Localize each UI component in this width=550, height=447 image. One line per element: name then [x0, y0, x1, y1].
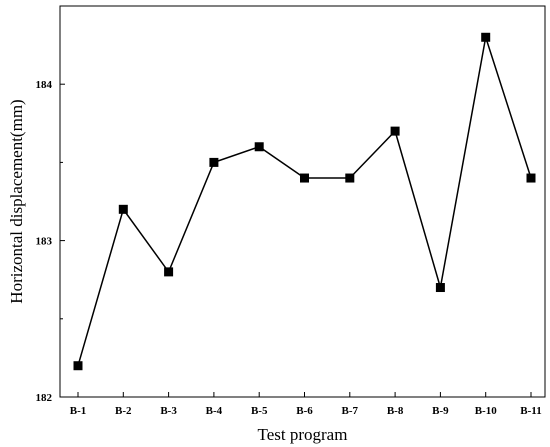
x-axis-ticks: B-1 B-2 B-3 B-4 B-5 B-6 B-7 B-8 B-9 B-10 B-11 — [70, 392, 542, 417]
x-tick-label: B-4 — [206, 405, 223, 417]
series-line — [77, 37, 532, 366]
x-tick-label: B-1 — [70, 405, 87, 417]
data-point-B-10 — [481, 32, 491, 42]
x-tick-label: B-6 — [296, 405, 313, 417]
x-tick-label: B-9 — [432, 405, 449, 417]
y-axis-ticks: 182 183 184 — [36, 5, 65, 404]
y-axis-title: Horizontal displacement(mm) — [7, 99, 26, 303]
y-tick-label: 182 — [36, 392, 53, 404]
data-point-B-5 — [254, 142, 264, 152]
x-tick-label: B-7 — [342, 405, 359, 417]
data-point-B-3 — [164, 267, 174, 277]
y-tick-label: 183 — [36, 236, 53, 248]
data-point-B-8 — [390, 126, 400, 136]
x-tick-label: B-5 — [251, 405, 268, 417]
x-tick-label: B-10 — [475, 405, 498, 417]
y-tick-label: 184 — [36, 79, 53, 91]
x-tick-label: B-11 — [520, 405, 541, 417]
plot-frame — [59, 5, 546, 398]
data-point-B-2 — [118, 204, 128, 214]
x-tick-label: B-2 — [115, 405, 132, 417]
data-point-B-6 — [300, 173, 309, 183]
data-point-B-9 — [435, 283, 445, 293]
data-point-B-11 — [526, 173, 536, 183]
x-tick-label: B-3 — [160, 405, 177, 417]
data-point-B-1 — [73, 361, 83, 371]
series-layer — [73, 32, 536, 371]
data-point-B-7 — [345, 173, 355, 183]
x-axis-title: Test program — [258, 425, 348, 444]
data-point-B-4 — [209, 157, 219, 167]
x-tick-label: B-8 — [387, 405, 404, 417]
